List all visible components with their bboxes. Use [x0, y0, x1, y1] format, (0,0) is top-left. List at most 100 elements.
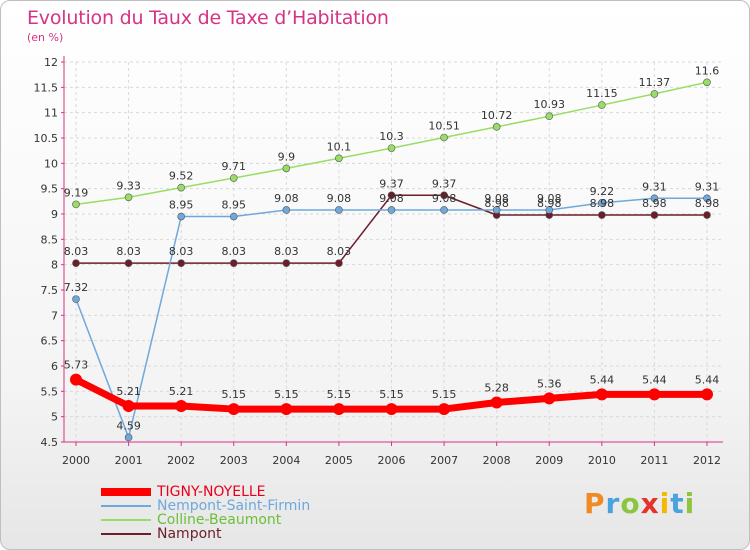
data-label: 8.95 [169, 199, 194, 212]
y-tick-label: 9.5 [41, 183, 59, 196]
data-point [70, 373, 82, 386]
x-tick-label: 2000 [62, 454, 90, 467]
data-label: 10.93 [534, 98, 566, 111]
data-point [282, 164, 291, 173]
data-label: 10.1 [327, 140, 352, 153]
legend-swatch [101, 519, 151, 521]
data-label: 9.71 [222, 160, 247, 173]
data-label: 4.59 [116, 419, 141, 432]
logo-letter: i [684, 487, 696, 520]
x-tick-label: 2004 [272, 454, 300, 467]
data-point [124, 259, 133, 267]
data-point [72, 200, 80, 209]
data-label: 5.44 [642, 373, 667, 386]
data-label: 9.08 [274, 192, 299, 205]
y-tick-label: 11 [44, 107, 58, 120]
y-tick-label: 6 [51, 360, 58, 373]
data-label: 9.33 [116, 179, 141, 192]
data-point [335, 206, 343, 214]
y-tick-label: 10.5 [34, 132, 59, 145]
data-label: 8.98 [537, 197, 562, 210]
data-point [229, 259, 238, 267]
data-point [124, 433, 133, 442]
data-label: 5.73 [64, 359, 89, 372]
data-point [229, 174, 238, 182]
data-label: 8.98 [590, 197, 615, 210]
data-label: 5.15 [379, 388, 404, 401]
data-point [648, 388, 661, 401]
data-label: 8.95 [222, 199, 247, 212]
data-point [387, 206, 396, 214]
x-tick-label: 2002 [167, 454, 195, 467]
data-label: 8.03 [274, 245, 299, 258]
data-label: 9.08 [432, 192, 457, 205]
logo-letter: o [620, 487, 641, 520]
data-label: 8.03 [327, 245, 352, 258]
data-point [335, 259, 343, 267]
data-point [227, 403, 240, 416]
data-label: 9.31 [695, 180, 720, 193]
y-tick-label: 4.5 [41, 436, 59, 449]
legend-swatch [101, 505, 151, 507]
x-tick-label: 2008 [483, 454, 511, 467]
data-label: 9.52 [169, 170, 194, 183]
chart-title: Evolution du Taux de Taxe d’Habitation [27, 7, 389, 29]
y-tick-label: 9 [51, 208, 58, 221]
data-label: 10.3 [379, 130, 404, 143]
data-label: 10.72 [481, 109, 513, 122]
data-point [177, 259, 185, 267]
data-label: 9.19 [64, 186, 89, 199]
x-tick-label: 2012 [693, 454, 721, 467]
data-point [598, 199, 606, 207]
data-point [229, 212, 238, 221]
data-point [598, 211, 606, 219]
data-point [701, 388, 713, 401]
data-point [175, 400, 188, 413]
data-point [543, 392, 556, 405]
logo-letter: r [605, 487, 621, 520]
data-point [72, 259, 80, 267]
x-tick-label: 2001 [115, 454, 143, 467]
legend-swatch [101, 488, 151, 496]
data-point [490, 396, 503, 409]
axes: 4.5 5 5.5 6 6.5 7 7.5 8 8.5 9 9.5 10 10.5 11 11.5 12 200… [34, 56, 723, 467]
data-point [440, 191, 448, 200]
data-point [440, 133, 448, 142]
data-label: 5.21 [116, 385, 141, 398]
data-label: 9.08 [327, 192, 352, 205]
data-label: 8.98 [695, 197, 720, 210]
gridlines [64, 61, 723, 443]
data-labels: 8.03 8.03 8.03 8.03 8.03 8.03 9.37 9.37 8.98 8.98… [64, 64, 720, 432]
data-label: 9.08 [379, 192, 404, 205]
y-tick-label: 10 [44, 157, 58, 170]
data-label: 5.15 [432, 388, 457, 401]
legend-label: TIGNY-NOYELLE [157, 484, 266, 500]
data-point [387, 144, 396, 152]
data-point [124, 193, 133, 202]
data-label: 9.22 [590, 185, 615, 198]
data-label: 7.32 [64, 281, 89, 294]
chart-subtitle: (en %) [27, 31, 64, 44]
x-tick-label: 2007 [430, 454, 458, 467]
data-label: 5.15 [222, 388, 247, 401]
data-point [703, 194, 711, 203]
data-label: 5.44 [695, 373, 720, 386]
y-tick-label: 5 [51, 411, 58, 424]
logo-letter: P [584, 487, 606, 520]
data-label: 5.36 [537, 377, 562, 390]
data-point [440, 206, 448, 214]
proxiti-logo: Proxiti [584, 487, 695, 520]
y-tick-label: 8 [51, 259, 58, 272]
data-label: 5.15 [274, 388, 299, 401]
data-point [335, 154, 343, 163]
y-tick-label: 11.5 [34, 81, 59, 94]
data-point [545, 206, 554, 214]
x-tick-label: 2003 [220, 454, 248, 467]
x-tick-label: 2009 [535, 454, 563, 467]
data-label: 9.31 [642, 180, 667, 193]
data-label: 9.08 [484, 192, 509, 205]
x-tick-label: 2011 [640, 454, 668, 467]
data-label: 8.03 [222, 245, 247, 258]
data-point [72, 295, 80, 303]
data-point [282, 206, 291, 214]
